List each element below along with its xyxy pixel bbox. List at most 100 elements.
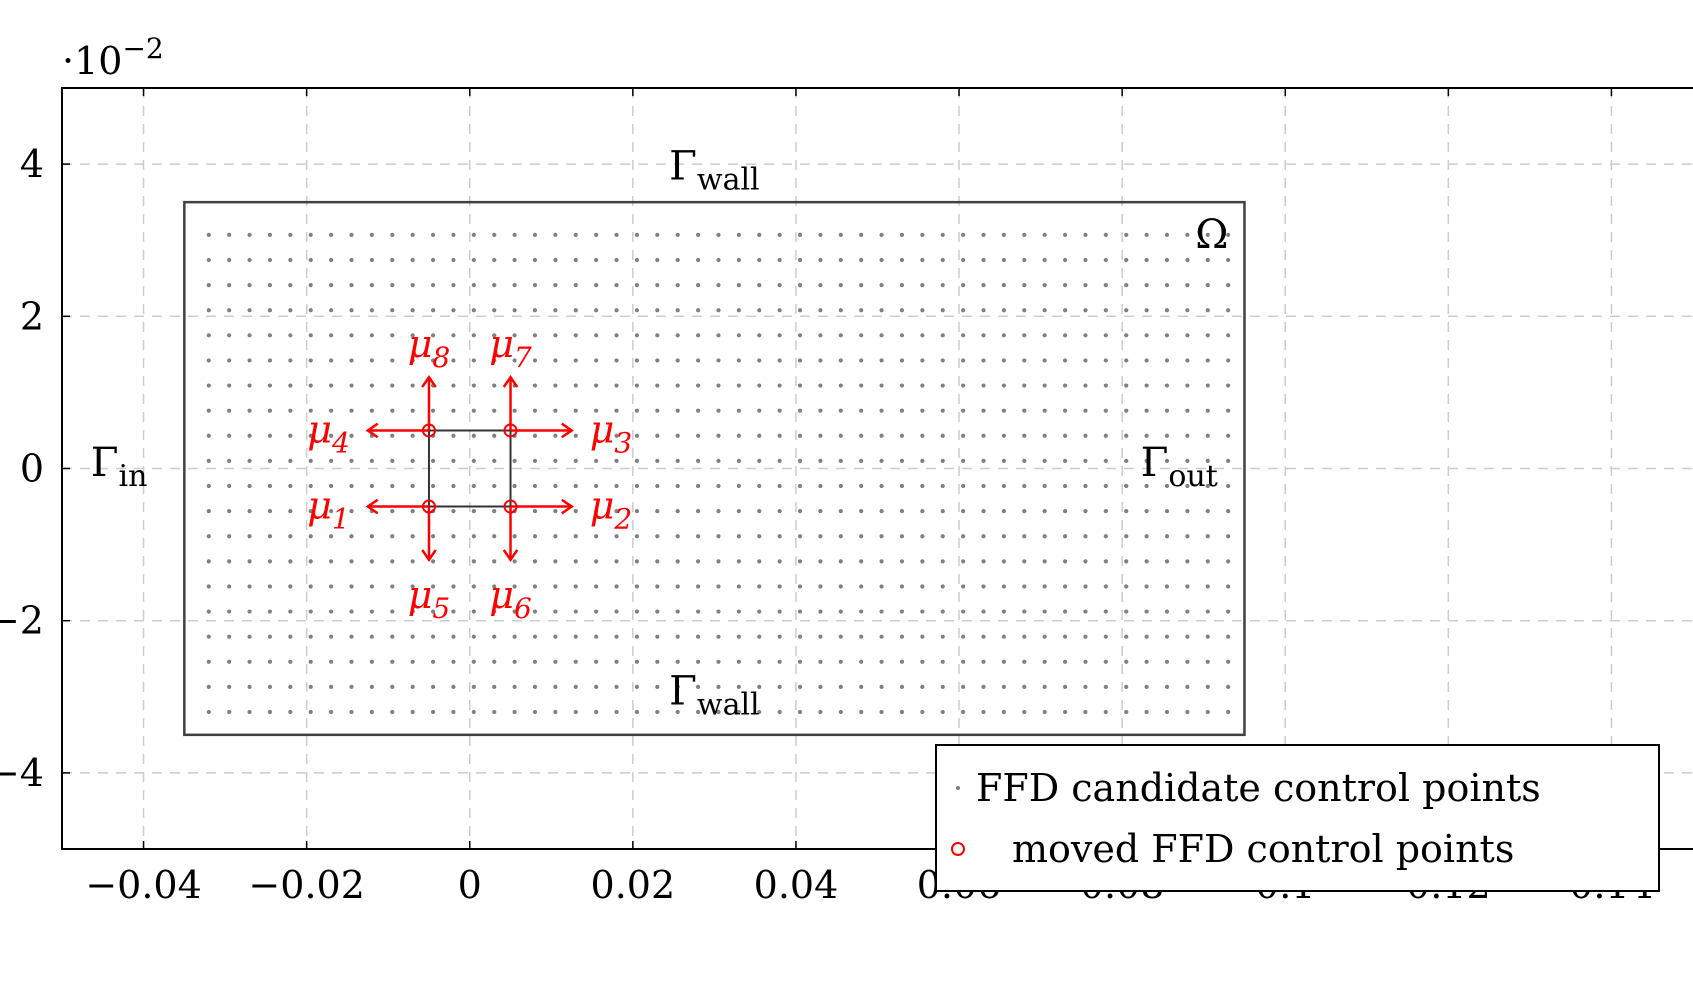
candidate-point <box>451 308 456 313</box>
candidate-point <box>1226 358 1231 363</box>
candidate-point <box>1164 458 1170 463</box>
candidate-point <box>349 584 354 589</box>
candidate-point <box>695 358 701 363</box>
candidate-point <box>1103 308 1108 313</box>
candidate-point <box>818 257 823 263</box>
arrow-head <box>365 498 379 515</box>
candidate-point <box>1205 408 1210 413</box>
candidate-point <box>512 584 517 589</box>
candidate-point <box>1001 458 1007 463</box>
candidate-points <box>206 232 1231 715</box>
candidate-point <box>655 257 660 263</box>
candidate-point <box>1164 559 1170 564</box>
candidate-point <box>227 358 232 363</box>
candidate-point <box>369 659 374 664</box>
candidate-point <box>716 659 721 664</box>
candidate-point <box>1144 483 1149 489</box>
candidate-point <box>206 559 211 564</box>
candidate-point <box>695 383 701 388</box>
candidate-point <box>492 609 497 614</box>
candidate-point <box>655 534 660 539</box>
candidate-point <box>859 509 864 514</box>
candidate-point <box>247 634 252 639</box>
candidate-point <box>757 684 762 690</box>
candidate-point <box>1205 282 1210 288</box>
candidate-point <box>777 232 782 237</box>
candidate-point <box>451 282 456 288</box>
candidate-point <box>1001 659 1007 664</box>
candidate-point <box>267 358 273 363</box>
candidate-point <box>777 333 782 338</box>
candidate-point <box>757 584 762 589</box>
candidate-point <box>695 659 701 664</box>
candidate-point <box>981 659 986 664</box>
candidate-point <box>532 232 538 237</box>
candidate-point <box>1226 584 1231 589</box>
candidate-point <box>695 609 701 614</box>
candidate-point <box>981 584 986 589</box>
candidate-point <box>1001 509 1007 514</box>
candidate-point <box>471 684 476 690</box>
candidate-point <box>757 534 762 539</box>
x-tick-label: −0.02 <box>248 863 364 907</box>
candidate-point <box>777 458 782 463</box>
candidate-point <box>573 483 578 489</box>
candidate-point <box>1124 684 1129 690</box>
candidate-point <box>879 559 884 564</box>
candidate-point <box>532 509 538 514</box>
candidate-point <box>492 483 497 489</box>
candidate-point <box>267 282 273 288</box>
candidate-point <box>471 709 476 715</box>
candidate-point <box>675 408 680 413</box>
candidate-point <box>899 282 905 288</box>
candidate-point <box>614 509 619 514</box>
candidate-point <box>267 609 273 614</box>
candidate-point <box>410 433 415 438</box>
candidate-point <box>288 509 293 514</box>
y-tick-label: 4 <box>20 142 44 186</box>
candidate-point <box>981 358 986 363</box>
candidate-point <box>1083 609 1088 614</box>
candidate-point <box>1144 282 1149 288</box>
candidate-point <box>451 257 456 263</box>
candidate-point <box>512 458 517 463</box>
candidate-point <box>267 709 273 715</box>
candidate-point <box>1205 483 1210 489</box>
candidate-point <box>1062 684 1068 690</box>
candidate-point <box>961 659 966 664</box>
candidate-point <box>206 684 211 690</box>
candidate-point <box>961 559 966 564</box>
candidate-point <box>716 684 721 690</box>
candidate-point <box>920 559 925 564</box>
candidate-point <box>573 559 578 564</box>
candidate-point <box>695 684 701 690</box>
candidate-point <box>492 509 497 514</box>
legend: FFD candidate control points moved FFD co… <box>935 744 1660 892</box>
candidate-point <box>920 257 925 263</box>
candidate-point <box>532 383 538 388</box>
candidate-point <box>369 232 374 237</box>
candidate-point <box>471 659 476 664</box>
candidate-point <box>288 333 293 338</box>
candidate-point <box>369 333 374 338</box>
candidate-point <box>1042 584 1047 589</box>
candidate-point <box>1042 534 1047 539</box>
y-scale-factor-base: ·10 <box>62 39 122 83</box>
candidate-point <box>1042 509 1047 514</box>
candidate-point <box>899 509 905 514</box>
candidate-point <box>1083 634 1088 639</box>
candidate-point <box>899 609 905 614</box>
candidate-point <box>1103 709 1108 715</box>
candidate-point <box>981 634 986 639</box>
candidate-point <box>410 257 415 263</box>
candidate-point <box>1185 684 1190 690</box>
candidate-point <box>390 333 395 338</box>
candidate-point <box>288 684 293 690</box>
candidate-point <box>777 257 782 263</box>
candidate-point <box>961 232 966 237</box>
candidate-point <box>1185 559 1190 564</box>
candidate-point <box>981 609 986 614</box>
candidate-point <box>512 358 517 363</box>
candidate-point <box>349 483 354 489</box>
candidate-point <box>1022 709 1027 715</box>
